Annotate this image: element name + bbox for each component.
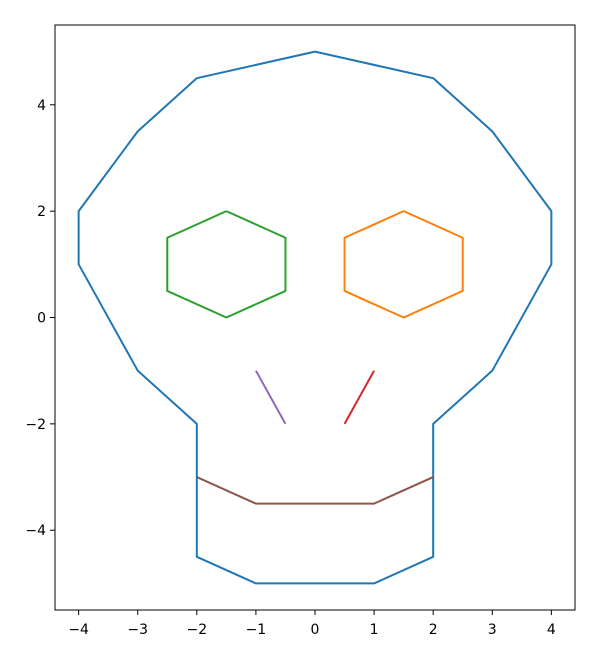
y-tick-label: 2 bbox=[37, 204, 46, 220]
series-2-line bbox=[166, 210, 287, 319]
x-tick-label: 4 bbox=[547, 622, 556, 638]
y-tick-label: 0 bbox=[37, 311, 46, 327]
series-5-line bbox=[196, 476, 434, 505]
x-axis-ticks: −4 −3 −2 −1 0 1 2 3 4 bbox=[68, 610, 556, 638]
plot-area-frame bbox=[54, 24, 576, 611]
x-tick-label: −4 bbox=[68, 622, 89, 638]
series-3-line bbox=[343, 370, 375, 425]
x-tick-label: −1 bbox=[246, 622, 267, 638]
series-layer bbox=[77, 50, 553, 585]
x-tick-label: 0 bbox=[311, 622, 320, 638]
x-tick-label: −2 bbox=[186, 622, 207, 638]
series-4-line bbox=[255, 370, 287, 425]
x-tick-label: 3 bbox=[488, 622, 497, 638]
x-tick-label: 1 bbox=[370, 622, 379, 638]
series-1-line bbox=[343, 210, 464, 319]
x-tick-label: 2 bbox=[429, 622, 438, 638]
y-tick-label: −4 bbox=[25, 523, 46, 539]
y-tick-label: 4 bbox=[37, 98, 46, 114]
x-tick-label: −3 bbox=[127, 622, 148, 638]
y-tick-label: −2 bbox=[25, 417, 46, 433]
y-axis-ticks: −4 −2 0 2 4 bbox=[25, 98, 55, 539]
series-0-line bbox=[77, 50, 553, 585]
